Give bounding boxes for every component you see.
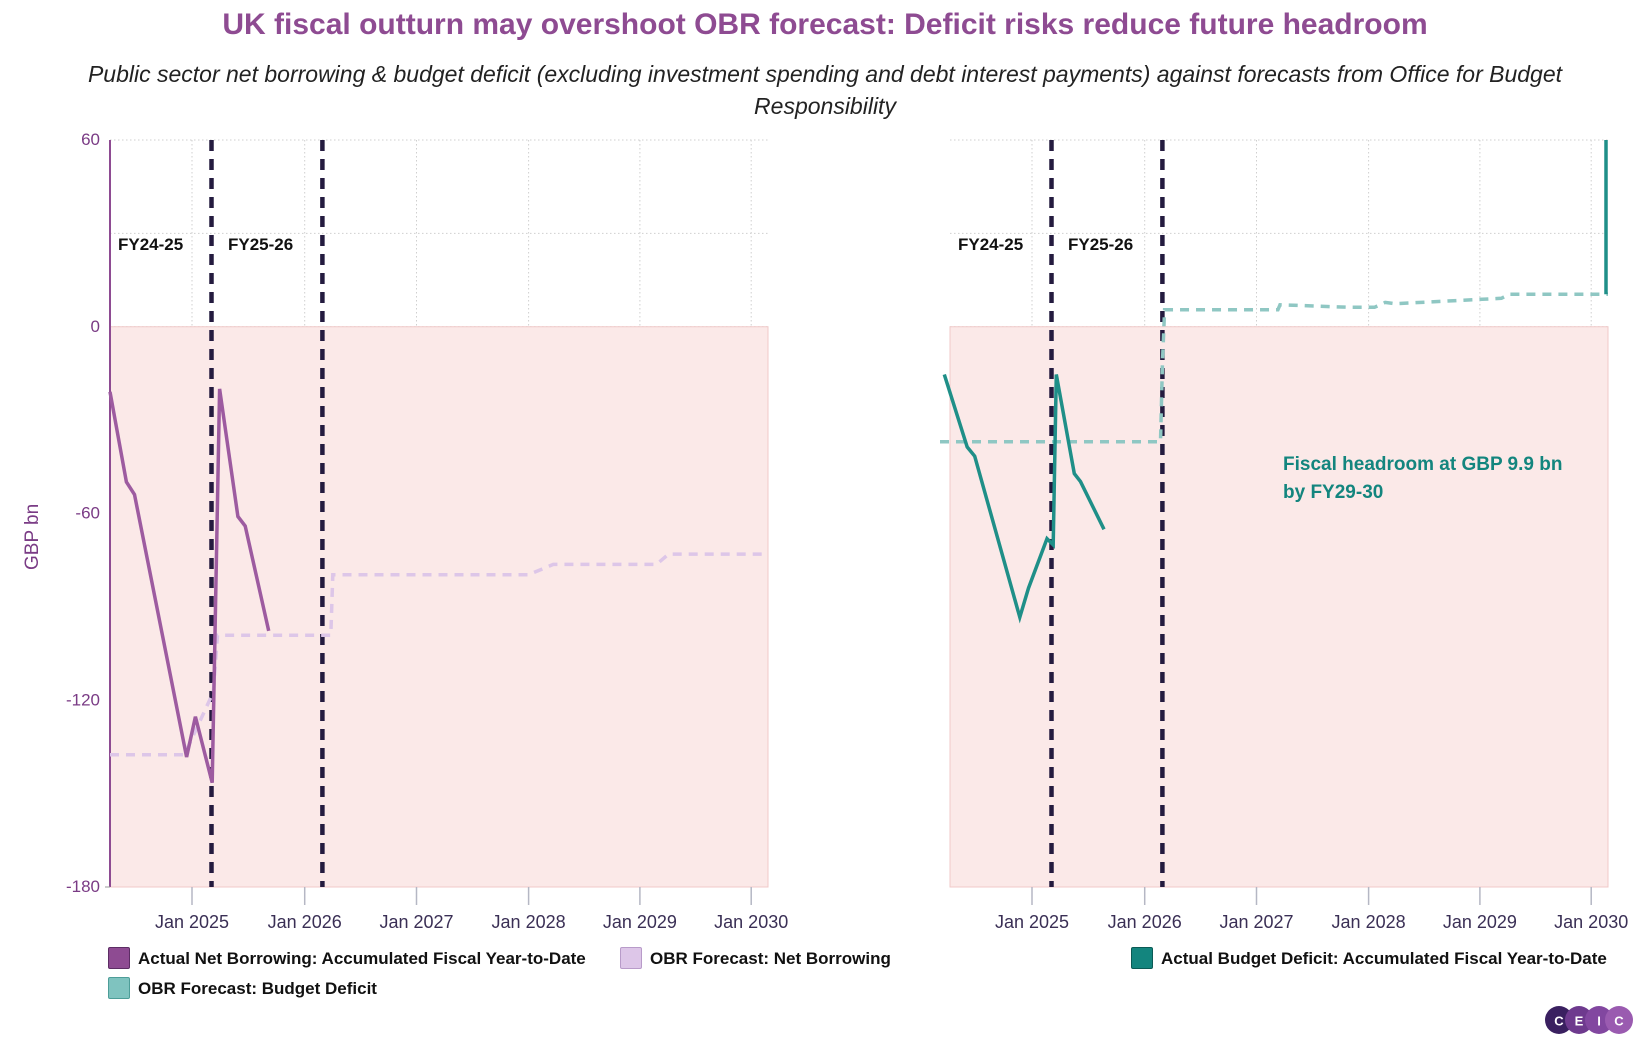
svg-text:0: 0 [91,317,100,336]
svg-text:Fiscal headroom at GBP 9.9 bn: Fiscal headroom at GBP 9.9 bn [1283,454,1562,475]
svg-text:by FY29-30: by FY29-30 [1283,482,1383,503]
svg-text:Jan 2028: Jan 2028 [1332,912,1406,932]
svg-text:Jan 2030: Jan 2030 [1554,912,1628,932]
svg-text:Jan 2026: Jan 2026 [1108,912,1182,932]
svg-text:Jan 2027: Jan 2027 [379,912,453,932]
svg-text:C: C [1554,1014,1564,1029]
svg-text:-180: -180 [66,877,100,896]
svg-text:Jan 2025: Jan 2025 [155,912,229,932]
svg-text:E: E [1575,1014,1584,1029]
svg-text:Jan 2029: Jan 2029 [1443,912,1517,932]
svg-text:60: 60 [81,130,100,149]
svg-text:Jan 2029: Jan 2029 [603,912,677,932]
svg-text:C: C [1614,1014,1624,1029]
svg-text:-120: -120 [66,690,100,709]
svg-text:Jan 2027: Jan 2027 [1219,912,1293,932]
svg-text:Jan 2026: Jan 2026 [268,912,342,932]
svg-text:I: I [1597,1014,1601,1029]
svg-text:-60: -60 [75,504,100,523]
svg-text:Jan 2028: Jan 2028 [492,912,566,932]
svg-text:Jan 2025: Jan 2025 [995,912,1069,932]
svg-text:Jan 2030: Jan 2030 [714,912,788,932]
